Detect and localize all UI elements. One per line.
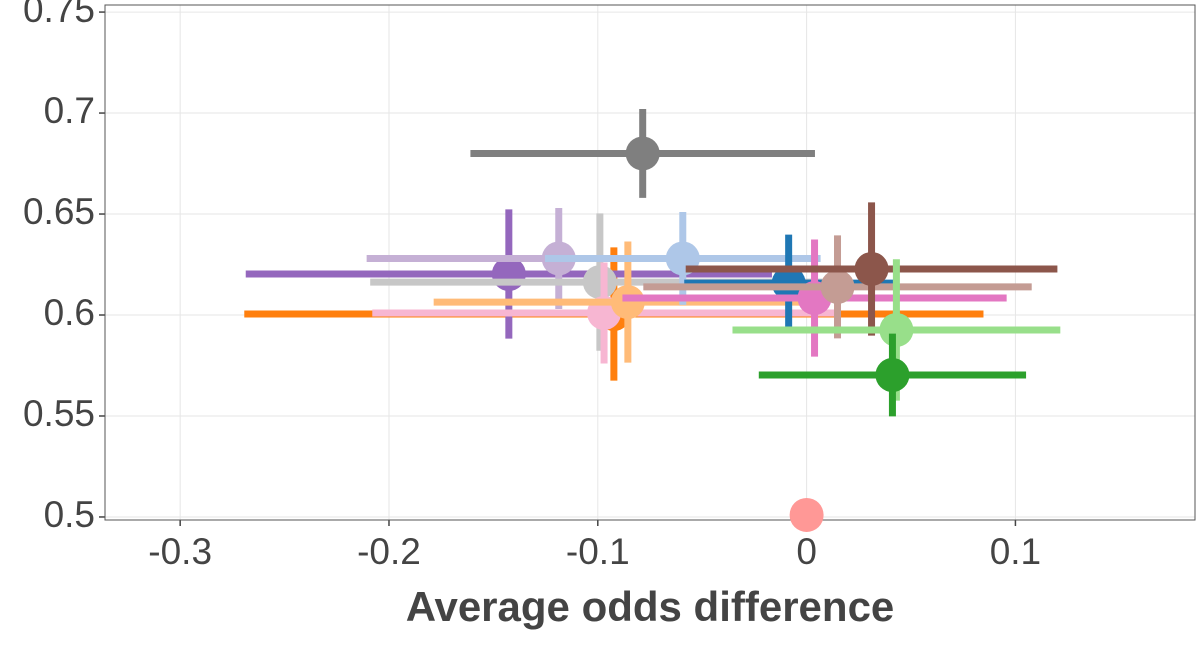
point bbox=[820, 269, 855, 304]
y-tick-label: 0.5 bbox=[44, 494, 95, 535]
y-tick-label: 0.65 bbox=[23, 191, 95, 232]
point bbox=[610, 285, 645, 320]
x-tick-label: -0.1 bbox=[566, 531, 630, 572]
y-tick-label: 0.75 bbox=[23, 0, 95, 30]
x-tick-label: -0.2 bbox=[357, 531, 421, 572]
point bbox=[875, 357, 910, 392]
point bbox=[625, 136, 660, 171]
point bbox=[771, 266, 806, 301]
y-tick-label: 0.6 bbox=[44, 292, 95, 333]
point bbox=[582, 265, 617, 300]
y-tick-label: 0.7 bbox=[44, 90, 95, 131]
y-tick-label: 0.55 bbox=[23, 393, 95, 434]
point bbox=[789, 497, 824, 532]
x-axis-label: Average odds difference bbox=[406, 583, 895, 630]
x-tick-label: -0.3 bbox=[148, 531, 212, 572]
x-tick-label: 0.1 bbox=[990, 531, 1041, 572]
point bbox=[491, 257, 526, 292]
point bbox=[854, 251, 889, 286]
plot-frame bbox=[104, 4, 1196, 521]
x-tick-label: 0 bbox=[796, 531, 817, 572]
point bbox=[879, 312, 914, 347]
